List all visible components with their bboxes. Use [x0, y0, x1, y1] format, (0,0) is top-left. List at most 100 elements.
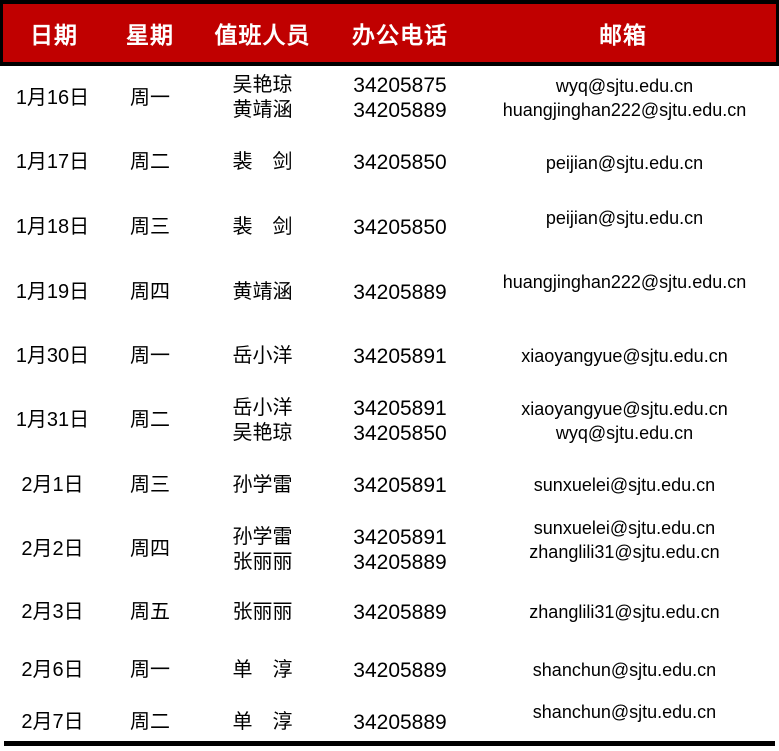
person-cell-line: 黄靖涵	[232, 280, 293, 303]
week-cell-line: 周四	[130, 280, 170, 303]
table-row: 2月2日 周四 孙学雷 张丽丽 34205891 34205889 sunxuelei@sj…	[0, 517, 779, 582]
person-cell-line: 裴 剑	[232, 151, 293, 173]
email-cell-line: zhanglili31@sjtu.edu.cn	[529, 602, 720, 622]
table-row: 1月19日 周四 黄靖涵 34205889 huangjinghan222@sjtu.e…	[0, 260, 779, 324]
email-cell: sunxuelei@sjtu.edu.cn	[470, 473, 779, 497]
person-cell: 黄靖涵	[195, 280, 330, 305]
week-cell-line: 周四	[130, 538, 170, 560]
date-cell-line: 2月6日	[21, 658, 84, 681]
email-cell-line: wyq@sjtu.edu.cn	[555, 422, 694, 443]
person-cell-line: 黄靖涵	[232, 99, 293, 121]
week-cell-line: 周五	[130, 600, 170, 623]
person-cell: 张丽丽	[195, 600, 330, 625]
phone-cell-line: 34205850	[353, 421, 447, 445]
week-cell: 周三	[105, 215, 195, 240]
date-cell: 2月7日	[0, 710, 105, 735]
date-cell: 1月31日	[0, 408, 105, 433]
phone-cell: 34205889	[330, 280, 470, 305]
email-cell-line: shanchun@sjtu.edu.cn	[532, 702, 717, 722]
week-cell: 周二	[105, 710, 195, 735]
person-cell: 单 淳	[195, 658, 330, 683]
person-cell-line: 裴 剑	[232, 216, 293, 238]
date-cell: 1月18日	[0, 215, 105, 240]
person-cell: 岳小洋	[195, 344, 330, 369]
person-cell-line: 岳小洋	[232, 396, 293, 419]
email-cell-line: sunxuelei@sjtu.edu.cn	[533, 475, 716, 495]
email-cell: xiaoyangyue@sjtu.edu.cn wyq@sjtu.edu.cn	[470, 397, 779, 445]
person-cell-line: 吴艳琼	[232, 74, 293, 96]
table-row: 2月6日 周一 单 淳 34205889 shanchun@sjtu.edu.cn	[0, 642, 779, 698]
phone-cell-line: 34205891	[353, 396, 447, 420]
person-cell-line: 单 淳	[232, 658, 293, 681]
email-cell: shanchun@sjtu.edu.cn	[470, 700, 779, 724]
phone-cell: 34205889	[330, 710, 470, 735]
email-cell: xiaoyangyue@sjtu.edu.cn	[470, 344, 779, 368]
week-cell: 周四	[105, 537, 195, 562]
week-cell-line: 周二	[130, 409, 170, 431]
phone-cell-line: 34205891	[353, 525, 447, 549]
person-cell: 孙学雷	[195, 473, 330, 498]
phone-cell: 34205850	[330, 215, 470, 240]
phone-cell-line: 34205889	[353, 658, 447, 682]
bottom-rule	[4, 741, 775, 746]
phone-cell: 34205850	[330, 150, 470, 175]
week-cell-line: 周三	[130, 473, 170, 496]
date-cell: 1月17日	[0, 150, 105, 175]
table-row: 2月3日 周五 张丽丽 34205889 zhanglili31@sjtu.edu.cn	[0, 582, 779, 642]
person-cell: 孙学雷 张丽丽	[195, 525, 330, 575]
week-cell: 周一	[105, 344, 195, 369]
person-cell: 裴 剑	[195, 150, 330, 175]
person-cell: 单 淳	[195, 710, 330, 735]
phone-cell: 34205875 34205889	[330, 73, 470, 123]
column-header-email: 邮箱	[599, 22, 647, 48]
week-cell-line: 周二	[130, 710, 170, 733]
phone-cell: 34205891	[330, 473, 470, 498]
email-cell-line: zhanglili31@sjtu.edu.cn	[529, 541, 720, 562]
person-cell-line: 孙学雷	[232, 525, 293, 548]
date-cell-line: 1月31日	[15, 409, 90, 431]
person-cell: 裴 剑	[195, 215, 330, 240]
email-cell-line: shanchun@sjtu.edu.cn	[532, 660, 717, 680]
person-cell-line: 张丽丽	[232, 600, 293, 623]
week-cell: 周二	[105, 150, 195, 175]
email-cell-line: wyq@sjtu.edu.cn	[555, 76, 694, 96]
week-cell-line: 周三	[130, 216, 170, 238]
date-cell: 1月30日	[0, 344, 105, 369]
email-cell-line: xiaoyangyue@sjtu.edu.cn	[521, 398, 728, 419]
phone-cell-line: 34205889	[353, 99, 447, 122]
email-cell-line: sunxuelei@sjtu.edu.cn	[533, 517, 716, 538]
table-header-row: 日期 星期 值班人员 办公电话 邮箱	[0, 0, 779, 66]
phone-cell-line: 34205889	[353, 710, 447, 734]
phone-cell: 34205891 34205850	[330, 396, 470, 446]
date-cell-line: 2月2日	[21, 538, 84, 560]
person-cell-line: 单 淳	[232, 710, 293, 733]
phone-cell-line: 34205891	[353, 344, 447, 368]
week-cell: 周一	[105, 658, 195, 683]
week-cell-line: 周一	[130, 658, 170, 681]
email-cell-line: peijian@sjtu.edu.cn	[545, 152, 704, 173]
person-cell: 岳小洋 吴艳琼	[195, 396, 330, 446]
column-header-date: 日期	[30, 22, 78, 48]
date-cell-line: 1月30日	[15, 344, 90, 367]
date-cell: 2月2日	[0, 537, 105, 562]
person-cell-line: 吴艳琼	[232, 421, 293, 444]
person-cell-line: 岳小洋	[232, 344, 293, 367]
date-cell: 2月1日	[0, 473, 105, 498]
email-cell: huangjinghan222@sjtu.edu.cn	[470, 270, 779, 294]
week-cell: 周一	[105, 86, 195, 111]
week-cell-line: 周一	[130, 86, 170, 109]
date-cell: 2月3日	[0, 600, 105, 625]
week-cell: 周二	[105, 408, 195, 433]
date-cell: 1月19日	[0, 280, 105, 305]
week-cell-line: 周一	[130, 344, 170, 367]
email-cell-line: huangjinghan222@sjtu.edu.cn	[502, 100, 747, 120]
date-cell-line: 1月16日	[15, 86, 90, 109]
phone-cell: 34205889	[330, 658, 470, 683]
email-cell: peijian@sjtu.edu.cn	[470, 151, 779, 175]
date-cell-line: 1月17日	[15, 151, 90, 173]
email-cell-line: xiaoyangyue@sjtu.edu.cn	[521, 346, 728, 366]
email-cell-line: huangjinghan222@sjtu.edu.cn	[502, 272, 747, 292]
email-cell: sunxuelei@sjtu.edu.cn zhanglili31@sjtu.ed…	[470, 516, 779, 564]
phone-cell: 34205891 34205889	[330, 525, 470, 575]
